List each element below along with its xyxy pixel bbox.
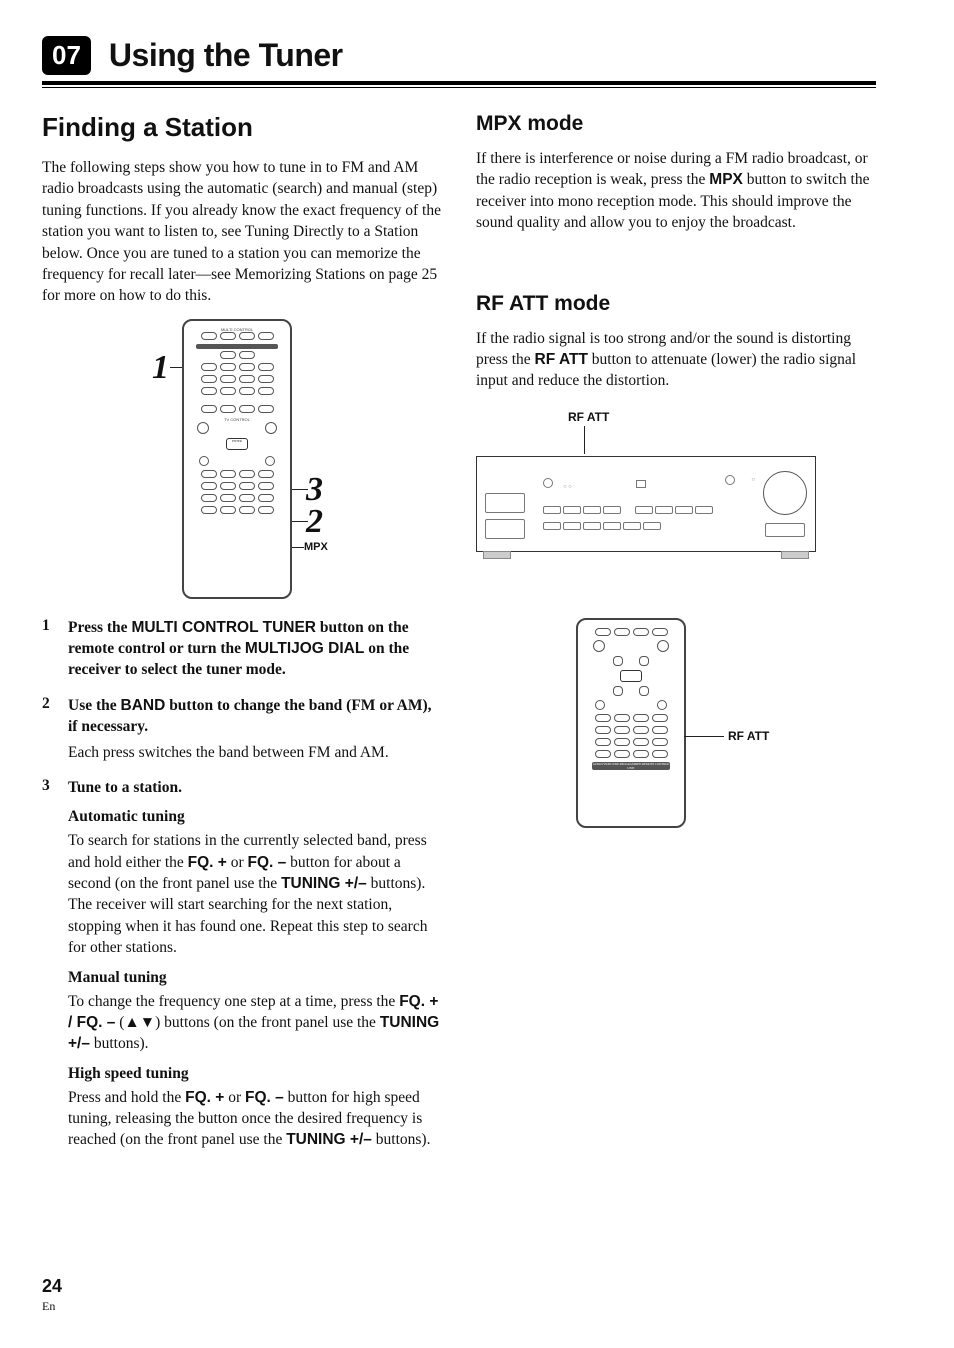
right-column: MPX mode If there is interference or noi… xyxy=(476,112,876,1165)
chapter-header: 07 Using the Tuner xyxy=(42,36,876,75)
button-ref: FQ. – xyxy=(245,1089,284,1106)
remote-row xyxy=(190,506,284,514)
highspeed-tuning-heading: High speed tuning xyxy=(68,1065,442,1083)
header-rule xyxy=(42,81,876,88)
chapter-badge: 07 xyxy=(42,36,91,75)
step-1: 1 Press the MULTI CONTROL TUNER button o… xyxy=(42,617,442,681)
rfatt-heading: RF ATT mode xyxy=(476,292,876,316)
remote-enter-button: ENTER xyxy=(226,438,248,450)
remote2-bottom-label: AUDIO/VIDEO PRE-PROGRAMMED REMOTE CONTRO… xyxy=(592,762,670,770)
step-number: 3 xyxy=(42,777,50,795)
receiver-panel-diagram: RF ATT ○ ○ ○ xyxy=(476,410,816,590)
remote-row xyxy=(190,494,284,502)
page-footer: 24 En xyxy=(42,1276,62,1314)
finding-station-heading: Finding a Station xyxy=(42,112,442,143)
text: ( xyxy=(115,1014,124,1031)
remote-row xyxy=(190,332,284,340)
remote2-rfatt-label: RF ATT xyxy=(728,729,769,743)
step-number: 2 xyxy=(42,695,50,713)
step-number: 1 xyxy=(42,617,50,635)
remote2-callout-line xyxy=(684,736,724,737)
step-3-lead: Tune to a station. xyxy=(68,777,442,798)
callout-2: 2 xyxy=(306,503,323,541)
receiver-panel: ○ ○ ○ xyxy=(476,456,816,552)
step-1-lead: Press the MULTI CONTROL TUNER button on … xyxy=(68,617,442,681)
button-ref: TUNING +/– xyxy=(286,1131,372,1148)
auto-tuning-heading: Automatic tuning xyxy=(68,808,442,826)
text: Use the xyxy=(68,697,121,714)
remote-row xyxy=(190,363,284,371)
button-ref: TUNING +/– xyxy=(281,875,367,892)
remote-row xyxy=(190,405,284,413)
mpx-para: If there is interference or noise during… xyxy=(476,148,876,234)
remote-diagram: 1 3 2 MPX MULTI CONTROL TV CONTROL xyxy=(42,319,442,599)
button-ref: MULTI CONTROL TUNER xyxy=(131,619,316,636)
remote-row xyxy=(190,387,284,395)
rfatt-para: If the radio signal is too strong and/or… xyxy=(476,328,876,392)
remote-row xyxy=(190,456,284,466)
page-language: En xyxy=(42,1299,62,1314)
callout-2-line xyxy=(290,521,308,522)
text: Press and hold the xyxy=(68,1089,185,1106)
text: To change the frequency one step at a ti… xyxy=(68,993,399,1010)
text: Press the xyxy=(68,619,131,636)
callout-mpx-line xyxy=(290,547,304,548)
remote-row xyxy=(190,375,284,383)
text: buttons). xyxy=(90,1035,149,1052)
button-ref: RF ATT xyxy=(535,351,588,368)
intro-paragraph: The following steps show you how to tune… xyxy=(42,157,442,307)
remote-rfatt-diagram: AUDIO/VIDEO PRE-PROGRAMMED REMOTE CONTRO… xyxy=(536,618,816,838)
page-number: 24 xyxy=(42,1276,62,1297)
remote-row xyxy=(190,482,284,490)
text: buttons). xyxy=(372,1131,431,1148)
button-ref: FQ. + xyxy=(185,1089,224,1106)
chapter-title: Using the Tuner xyxy=(109,37,343,74)
step-2-lead: Use the BAND button to change the band (… xyxy=(68,695,442,738)
manual-tuning-heading: Manual tuning xyxy=(68,969,442,987)
mpx-heading: MPX mode xyxy=(476,112,876,136)
callout-3-line xyxy=(290,489,308,490)
content-columns: Finding a Station The following steps sh… xyxy=(42,112,876,1165)
remote-body: MULTI CONTROL TV CONTROL ENTER xyxy=(182,319,292,599)
remote-row xyxy=(190,470,284,478)
callout-1: 1 xyxy=(152,349,169,387)
button-ref: MPX xyxy=(709,171,743,188)
panel-rfatt-label: RF ATT xyxy=(568,410,609,424)
button-ref: FQ. + xyxy=(188,854,227,871)
control-ref: MULTIJOG DIAL xyxy=(245,640,364,657)
button-ref: BAND xyxy=(121,697,166,714)
text: ) buttons (on the front panel use the xyxy=(155,1014,380,1031)
text: or xyxy=(224,1089,245,1106)
remote-row xyxy=(190,422,284,434)
manual-tuning-para: To change the frequency one step at a ti… xyxy=(68,991,442,1055)
text: or xyxy=(227,854,248,871)
panel-callout-line xyxy=(584,426,585,454)
highspeed-tuning-para: Press and hold the FQ. + or FQ. – button… xyxy=(68,1087,442,1151)
button-ref: FQ. – xyxy=(248,854,287,871)
steps-list: 1 Press the MULTI CONTROL TUNER button o… xyxy=(42,617,442,1151)
step-2: 2 Use the BAND button to change the band… xyxy=(42,695,442,763)
step-3: 3 Tune to a station. Automatic tuning To… xyxy=(42,777,442,1151)
left-column: Finding a Station The following steps sh… xyxy=(42,112,442,1165)
callout-mpx: MPX xyxy=(304,541,328,553)
remote-receiver-bar xyxy=(196,344,278,349)
remote2-body: AUDIO/VIDEO PRE-PROGRAMMED REMOTE CONTRO… xyxy=(576,618,686,828)
arrow-icons: ▲▼ xyxy=(124,1012,155,1033)
remote-row xyxy=(190,351,284,359)
step-2-para: Each press switches the band between FM … xyxy=(68,742,442,763)
panel-dial-icon xyxy=(763,471,807,515)
auto-tuning-para: To search for stations in the currently … xyxy=(68,830,442,958)
